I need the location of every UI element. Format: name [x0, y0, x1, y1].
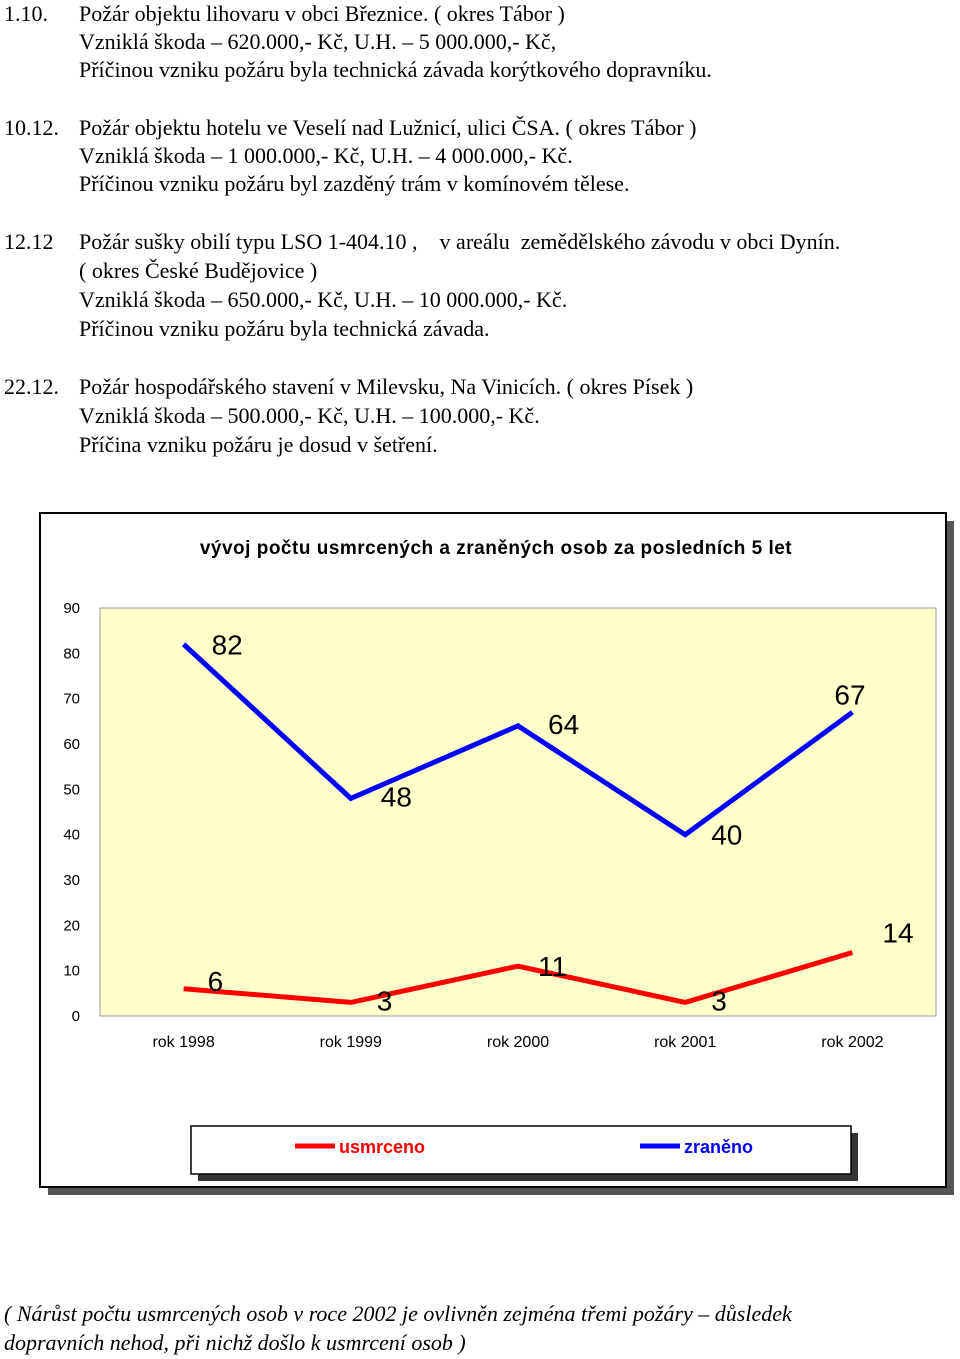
entry-text: Vzniklá škoda – 650.000,- Kč, U.H. – 10 …	[79, 287, 568, 312]
line-chart: vývoj počtu usmrcených a zraněných osob …	[39, 512, 954, 1195]
y-tick-label: 30	[63, 872, 80, 889]
entry-text: Požár objektu hotelu ve Veselí nad Lužni…	[79, 115, 697, 140]
entry-date: 12.12	[4, 229, 54, 254]
data-label: 64	[548, 709, 579, 740]
data-label: 67	[834, 679, 865, 710]
legend	[190, 1125, 852, 1175]
data-label: 48	[381, 781, 412, 812]
note-text: dopravních nehod, při nichž došlo k usmr…	[4, 1330, 466, 1355]
series-line-usmrceno	[183, 950, 854, 1005]
data-labels: 6 3 11 3 14 82 48 64 40 67	[208, 629, 914, 1016]
entry-text: Požár objektu lihovaru v obci Březnice. …	[79, 1, 565, 26]
y-tick-label: 0	[72, 1008, 80, 1025]
data-label: 3	[711, 985, 727, 1016]
entry-text: Vzniklá škoda – 620.000,- Kč, U.H. – 5 0…	[79, 29, 557, 54]
y-tick-label: 90	[63, 600, 80, 617]
entry-date: 22.12.	[4, 374, 59, 399]
data-label: 40	[711, 820, 742, 851]
data-label: 14	[882, 918, 913, 949]
entry-text: Vzniklá škoda – 1 000.000,- Kč, U.H. – 4…	[79, 143, 573, 168]
legend-label: usmrceno	[339, 1137, 425, 1157]
series-line-zraněno	[181, 642, 854, 838]
entry-date: 10.12.	[4, 115, 59, 140]
chart-title: vývoj počtu usmrcených a zraněných osob …	[200, 538, 792, 559]
entry-text: Příčina vzniku požáru je dosud v šetření…	[79, 432, 438, 457]
y-tick-label: 60	[63, 736, 80, 753]
entry-text: Příčinou vzniku požáru byla technická zá…	[79, 57, 712, 82]
y-tick-label: 40	[63, 827, 80, 844]
data-label: 3	[377, 985, 393, 1016]
x-tick-label: rok 1999	[320, 1034, 382, 1051]
entry-text: Vzniklá škoda – 500.000,- Kč, U.H. – 100…	[79, 403, 540, 428]
y-tick-label: 10	[63, 963, 80, 980]
y-tick-label: 20	[63, 917, 80, 934]
y-tick-label: 70	[63, 691, 80, 708]
x-tick-label: rok 2002	[821, 1034, 883, 1051]
data-label: 11	[538, 951, 567, 982]
x-tick-label: rok 2001	[654, 1034, 716, 1051]
entry-text: Příčinou vzniku požáru byla technická zá…	[79, 316, 490, 341]
entry-text: Požár hospodářského stavení v Milevsku, …	[79, 374, 694, 399]
entry-date: 1.10.	[4, 1, 48, 26]
plot-area	[99, 607, 937, 1017]
data-label: 82	[212, 629, 243, 660]
y-tick-label: 80	[63, 645, 80, 662]
entry-text: Příčinou vzniku požáru byl zazděný trám …	[79, 171, 630, 196]
x-tick-label: rok 1998	[152, 1034, 214, 1051]
entry-text: Požár sušky obilí typu LSO 1-404.10 , v …	[79, 229, 841, 254]
x-tick-label: rok 2000	[487, 1034, 549, 1051]
data-label: 6	[208, 966, 224, 997]
y-tick-label: 50	[63, 781, 80, 798]
y-axis: 0 10 20 30 40 50 60 70 80 90	[63, 600, 80, 1025]
note-text: ( Nárůst počtu usmrcených osob v roce 20…	[4, 1301, 792, 1326]
x-axis: rok 1998 rok 1999 rok 2000 rok 2001 rok 2002	[152, 1034, 883, 1051]
legend-label: zraněno	[684, 1137, 753, 1157]
legend-items: usmrceno zraněno	[295, 1137, 753, 1157]
entry-text: ( okres České Budějovice )	[79, 258, 318, 283]
series-layer	[181, 642, 854, 1005]
